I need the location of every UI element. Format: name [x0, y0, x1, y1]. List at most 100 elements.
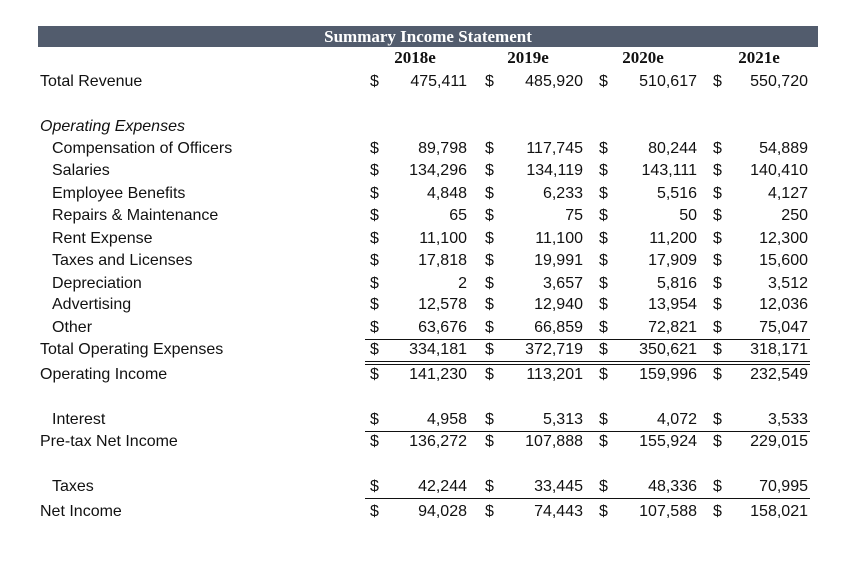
cell-value: 107,588 [639, 503, 697, 520]
row-label: Advertising [52, 296, 132, 313]
cell-value: 80,244 [648, 140, 697, 157]
cell-value: 94,028 [418, 503, 467, 520]
currency-symbol: $ [713, 185, 722, 202]
row-label: Repairs & Maintenance [52, 207, 219, 224]
currency-symbol: $ [485, 275, 494, 292]
currency-symbol: $ [370, 433, 379, 450]
currency-symbol: $ [485, 230, 494, 247]
currency-symbol: $ [370, 478, 379, 495]
currency-symbol: $ [599, 296, 608, 313]
underline [365, 339, 810, 340]
cell-value: 74,443 [534, 503, 583, 520]
cell-value: 70,995 [759, 478, 808, 495]
underline [365, 498, 810, 499]
cell-value: 15,600 [759, 252, 808, 269]
cell-value: 4,848 [426, 185, 467, 202]
currency-symbol: $ [485, 140, 494, 157]
currency-symbol: $ [599, 185, 608, 202]
currency-symbol: $ [599, 73, 608, 90]
cell-value: 141,230 [409, 366, 467, 383]
currency-symbol: $ [485, 207, 494, 224]
cell-value: 50 [679, 207, 697, 224]
currency-symbol: $ [370, 140, 379, 157]
currency-symbol: $ [599, 433, 608, 450]
currency-symbol: $ [370, 185, 379, 202]
cell-value: 4,958 [426, 411, 467, 428]
currency-symbol: $ [599, 162, 608, 179]
title-bar [38, 26, 818, 47]
cell-value: 17,909 [648, 252, 697, 269]
currency-symbol: $ [485, 319, 494, 336]
currency-symbol: $ [713, 341, 722, 358]
cell-value: 158,021 [750, 503, 808, 520]
cell-value: 48,336 [648, 478, 697, 495]
currency-symbol: $ [713, 207, 722, 224]
currency-symbol: $ [713, 252, 722, 269]
cell-value: 4,127 [767, 185, 808, 202]
cell-value: 113,201 [526, 366, 583, 383]
currency-symbol: $ [370, 252, 379, 269]
currency-symbol: $ [370, 296, 379, 313]
currency-symbol: $ [599, 207, 608, 224]
cell-value: 3,533 [767, 411, 808, 428]
cell-value: 334,181 [409, 341, 467, 358]
currency-symbol: $ [370, 73, 379, 90]
currency-symbol: $ [485, 252, 494, 269]
cell-value: 12,940 [534, 296, 583, 313]
currency-symbol: $ [713, 319, 722, 336]
cell-value: 6,233 [542, 185, 583, 202]
cell-value: 550,720 [750, 73, 808, 90]
cell-value: 140,410 [750, 162, 808, 179]
row-label: Interest [52, 411, 106, 428]
cell-value: 117,745 [526, 140, 583, 157]
currency-symbol: $ [599, 230, 608, 247]
currency-symbol: $ [485, 503, 494, 520]
cell-value: 372,719 [525, 341, 583, 358]
currency-symbol: $ [485, 366, 494, 383]
currency-symbol: $ [713, 275, 722, 292]
currency-symbol: $ [485, 162, 494, 179]
currency-symbol: $ [599, 366, 608, 383]
currency-symbol: $ [485, 341, 494, 358]
currency-symbol: $ [370, 341, 379, 358]
cell-value: 89,798 [418, 140, 467, 157]
currency-symbol: $ [485, 73, 494, 90]
cell-value: 12,036 [759, 296, 808, 313]
row-label: Other [52, 319, 93, 336]
cell-value: 11,100 [419, 230, 467, 247]
row-label: Rent Expense [52, 230, 153, 247]
currency-symbol: $ [485, 296, 494, 313]
year-header: 2021e [738, 48, 780, 67]
currency-symbol: $ [713, 411, 722, 428]
year-header: 2018e [394, 48, 436, 67]
cell-value: 72,821 [648, 319, 697, 336]
currency-symbol: $ [599, 503, 608, 520]
cell-value: 232,549 [750, 366, 808, 383]
cell-value: 155,924 [639, 433, 697, 450]
cell-value: 42,244 [418, 478, 467, 495]
cell-value: 75,047 [759, 319, 808, 336]
currency-symbol: $ [599, 341, 608, 358]
underline [365, 364, 810, 365]
row-label: Taxes and Licenses [52, 252, 193, 269]
cell-value: 2 [458, 275, 467, 292]
cell-value: 510,617 [639, 73, 697, 90]
cell-value: 11,200 [649, 230, 697, 247]
currency-symbol: $ [713, 366, 722, 383]
currency-symbol: $ [713, 433, 722, 450]
currency-symbol: $ [370, 319, 379, 336]
year-header: 2019e [507, 48, 549, 67]
currency-symbol: $ [713, 162, 722, 179]
cell-value: 13,954 [648, 296, 697, 313]
cell-value: 107,888 [525, 433, 583, 450]
row-label: Employee Benefits [52, 185, 186, 202]
row-label: Pre-tax Net Income [40, 433, 178, 450]
currency-symbol: $ [599, 411, 608, 428]
currency-symbol: $ [713, 478, 722, 495]
cell-value: 17,818 [418, 252, 467, 269]
row-label: Compensation of Officers [52, 140, 233, 157]
currency-symbol: $ [713, 140, 722, 157]
row-label: Net Income [40, 503, 122, 520]
cell-value: 4,072 [656, 411, 697, 428]
title: Summary Income Statement [324, 27, 532, 46]
